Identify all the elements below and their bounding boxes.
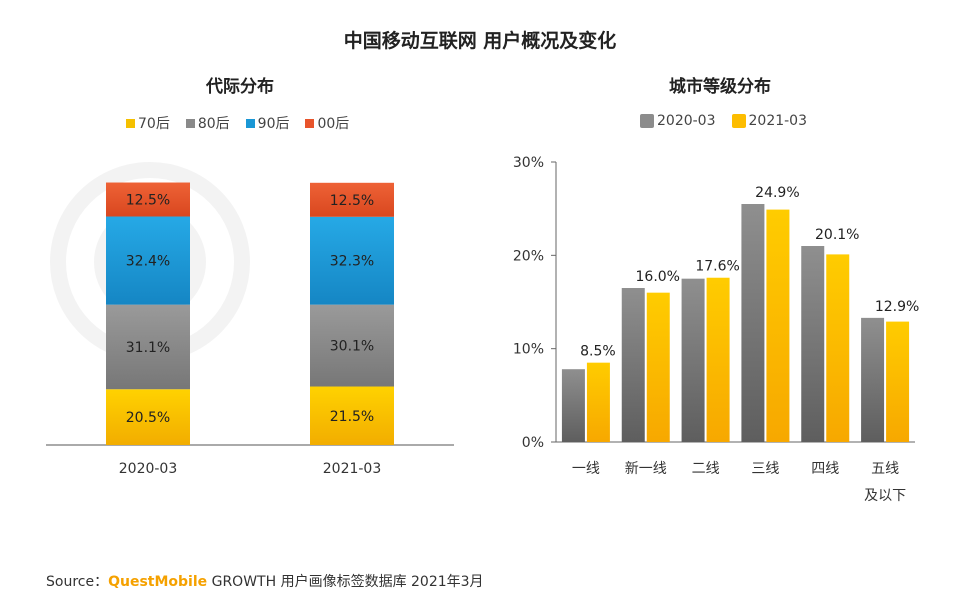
bar-2020-3 (741, 204, 765, 442)
generation-chart-title: 代际分布 (206, 77, 274, 97)
source-note: Source：QuestMobile GROWTH 用户画像标签数据库 2021… (46, 571, 484, 591)
bar-label-2021-5: 12.9% (875, 299, 919, 315)
bar-label-2021-1: 16.0% (636, 269, 680, 285)
stack-segment-70-0 (106, 389, 190, 445)
city-y-tick-1: 10% (513, 342, 544, 358)
bar-2020-5 (861, 317, 885, 442)
legend-swatch-00 (305, 118, 315, 128)
source-brand: QuestMobile (108, 574, 208, 590)
stack-segment-70-1 (310, 386, 394, 445)
bar-2020-4 (801, 246, 825, 442)
bar-label-2021-4: 20.1% (815, 227, 859, 243)
legend-item-80: 80后 (185, 113, 230, 133)
bar-2021-1 (646, 292, 670, 442)
stack-segment-80-0 (106, 304, 190, 390)
generation-x-tick-1: 2021-03 (323, 461, 382, 477)
city-x-tick-4: 四线 (811, 461, 839, 477)
city-tier-chart-title: 城市等级分布 (669, 77, 771, 97)
generation-legend: 70后 80后 90后 00后 (126, 113, 349, 133)
bar-2020-1 (621, 288, 645, 442)
city-y-tick-3: 30% (513, 155, 544, 171)
bar-2021-4 (826, 254, 850, 442)
stack-segment-90-0 (106, 216, 190, 305)
city-tier-legend: 2020-03 2021-03 (640, 113, 807, 129)
legend-item-00: 00后 (305, 113, 349, 133)
source-prefix: Source： (46, 574, 109, 590)
stack-label-80-1: 30.1% (330, 339, 374, 355)
bar-label-2021-3: 24.9% (755, 185, 799, 201)
city-y-tick-2: 20% (513, 248, 544, 264)
city-y-tick-0: 0% (522, 435, 544, 451)
legend-label-90: 90后 (257, 116, 290, 132)
legend-item-90: 90后 (245, 113, 290, 133)
legend-item-2021: 2021-03 (731, 113, 808, 129)
main-title: 中国移动互联网 用户概况及变化 (343, 30, 617, 52)
bar-label-2021-2: 17.6% (695, 259, 739, 275)
legend-swatch-80 (185, 118, 195, 128)
bar-2021-0 (586, 362, 610, 442)
legend-swatch-90 (245, 118, 255, 128)
bar-2021-3 (766, 209, 790, 442)
stack-label-00-1: 12.5% (330, 193, 374, 209)
city-x-tick-5-line2: 及以下 (864, 488, 906, 504)
source-suffix: GROWTH 用户画像标签数据库 2021年3月 (207, 574, 484, 590)
stack-label-90-1: 32.3% (330, 254, 374, 270)
legend-label-70: 70后 (138, 116, 170, 132)
stack-label-90-0: 32.4% (126, 254, 170, 270)
generation-x-tick-0: 2020-03 (119, 461, 178, 477)
city-x-tick-0: 一线 (572, 461, 600, 477)
stack-segment-00-0 (106, 182, 190, 217)
bar-2020-2 (681, 278, 705, 442)
stack-segment-90-1 (310, 216, 394, 305)
stack-segment-00-1 (310, 182, 394, 217)
stack-label-70-1: 21.5% (330, 409, 374, 425)
legend-swatch-70 (126, 118, 135, 128)
city-x-tick-2: 二线 (692, 461, 720, 477)
city-x-tick-5: 五线 (871, 461, 899, 477)
bar-2021-5 (886, 321, 910, 442)
legend-label-2021: 2021-03 (748, 113, 808, 129)
legend-label-00: 00后 (317, 116, 350, 132)
legend-swatch-2020 (640, 114, 654, 128)
bar-2020-0 (561, 369, 585, 442)
stack-label-80-0: 31.1% (126, 340, 170, 356)
legend-label-2020: 2020-03 (657, 113, 716, 129)
bar-label-2021-0: 8.5% (580, 344, 616, 360)
bar-2021-2 (706, 277, 730, 442)
stack-label-00-0: 12.5% (126, 193, 170, 209)
legend-label-80: 80后 (197, 116, 230, 132)
stack-segment-80-1 (310, 304, 394, 387)
stack-label-70-0: 20.5% (126, 410, 170, 426)
city-x-tick-1: 新一线 (625, 461, 667, 477)
legend-item-70: 70后 (126, 113, 170, 133)
legend-item-2020: 2020-03 (640, 113, 716, 129)
city-x-tick-3: 三线 (751, 461, 779, 477)
legend-swatch-2021 (731, 114, 746, 128)
